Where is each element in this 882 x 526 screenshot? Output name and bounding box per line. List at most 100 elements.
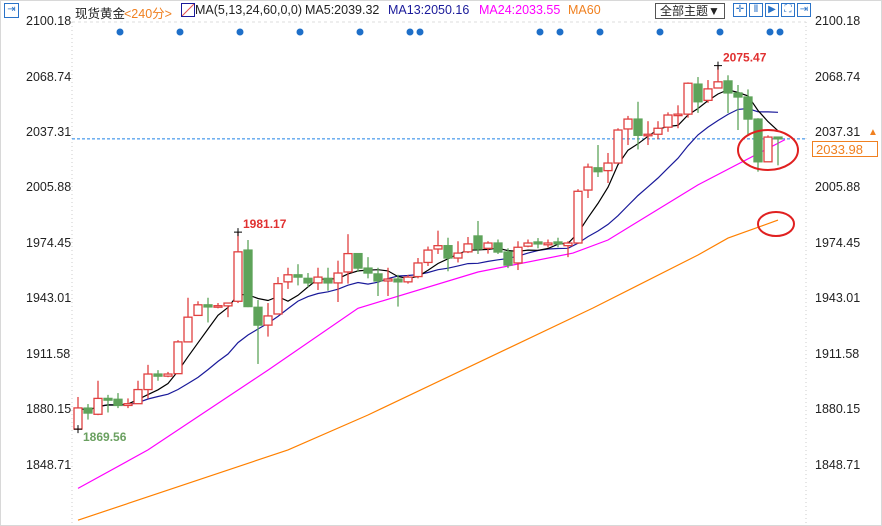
candle: [483, 241, 493, 254]
fullscreen-icon[interactable]: ⛶: [781, 3, 795, 17]
candle: [773, 136, 783, 166]
candle: [383, 267, 393, 296]
candle: [703, 80, 713, 103]
candle: [393, 274, 403, 307]
left-y-tick-label: 1943.01: [26, 291, 72, 306]
candle: [733, 84, 743, 131]
signal-dots: [116, 28, 784, 36]
candle: [323, 267, 333, 291]
candle: [193, 301, 203, 317]
candle: [313, 267, 323, 290]
left-y-tick-label: 1911.58: [26, 346, 71, 361]
candle-body: [263, 315, 273, 326]
candle-body: [673, 113, 683, 117]
candle-body: [283, 274, 293, 283]
candle-body: [273, 282, 283, 315]
signal-dot: [416, 28, 424, 36]
candle: [723, 75, 733, 114]
candle: [763, 135, 773, 163]
candle-body: [103, 397, 113, 401]
candle: [613, 128, 623, 164]
candle-body: [503, 251, 513, 266]
candle: [403, 274, 413, 284]
candle-body: [443, 245, 453, 259]
candle: [523, 239, 533, 248]
candle: [463, 237, 473, 254]
extreme-price-label: 1869.56: [83, 430, 127, 444]
candle: [663, 112, 673, 132]
theme-dropdown[interactable]: 全部主题▼: [655, 3, 725, 19]
candle-body: [93, 397, 103, 415]
price-arrow-icon: ▲: [868, 127, 878, 138]
indicator-name[interactable]: MA(5,13,24,60,0,0): [195, 3, 303, 17]
signal-dot: [356, 28, 364, 36]
candle: [573, 189, 583, 244]
right-y-tick-label: 1974.45: [815, 235, 861, 250]
signal-dot: [176, 28, 184, 36]
candle: [153, 370, 163, 381]
candle-body: [423, 249, 433, 264]
candles: [73, 65, 783, 430]
candle-body: [83, 407, 93, 414]
candle: [243, 240, 253, 308]
candle-body: [233, 251, 243, 302]
right-y-tick-label: 1911.58: [815, 346, 860, 361]
candle-body: [203, 304, 213, 308]
fit-range-icon[interactable]: Ⅱ: [749, 3, 763, 17]
right-y-tick-label: 1848.71: [815, 457, 861, 472]
candle-body: [363, 267, 373, 274]
candle: [643, 121, 653, 146]
candle: [623, 115, 633, 146]
candle-body: [723, 80, 733, 94]
candle-body: [433, 245, 443, 250]
candle: [473, 220, 483, 254]
candle: [113, 393, 123, 409]
play-icon[interactable]: ▶: [765, 3, 779, 17]
candle-body: [493, 242, 503, 253]
ma13-line: [77, 107, 779, 412]
candle: [443, 237, 453, 272]
candle-body: [293, 274, 303, 278]
candle: [513, 241, 523, 271]
candle: [653, 121, 663, 140]
right-y-tick-label: 2100.18: [815, 14, 861, 28]
exit-icon[interactable]: ⇥: [797, 3, 811, 17]
ma5-value: MA5:2039.32: [305, 3, 380, 17]
extreme-marker: [234, 228, 242, 237]
candle-body: [643, 133, 653, 137]
candle: [633, 101, 643, 150]
candle: [173, 340, 183, 375]
candle: [543, 239, 553, 248]
candle-body: [133, 388, 143, 405]
left-y-tick-label: 1848.71: [26, 457, 72, 472]
period-selector[interactable]: <240分>: [124, 7, 172, 21]
indicator-icon[interactable]: [181, 3, 195, 17]
candle-body: [613, 129, 623, 164]
left-y-tick-label: 1974.45: [26, 235, 72, 250]
candle: [453, 241, 463, 263]
candle-body: [153, 373, 163, 377]
extreme-price-label: 1981.17: [243, 217, 287, 231]
candle: [133, 380, 143, 405]
candle: [163, 371, 173, 378]
candle-body: [743, 96, 753, 120]
exit-panel-icon[interactable]: ⇥: [4, 3, 19, 18]
candle: [743, 89, 753, 136]
candle-body: [653, 127, 663, 135]
ma-lines: [77, 89, 786, 521]
candle-body: [573, 190, 583, 244]
candle: [123, 398, 133, 409]
candle: [753, 118, 763, 172]
candle-body: [223, 302, 233, 307]
signal-dot: [596, 28, 604, 36]
candle-body: [523, 242, 533, 247]
candle: [203, 297, 213, 323]
ma24-value: MA24:2033.55: [479, 3, 561, 17]
candle-body: [193, 304, 203, 317]
candle-body: [543, 242, 553, 246]
candle-body: [213, 305, 223, 308]
candle: [293, 264, 303, 286]
crosshair-icon[interactable]: ✛: [733, 3, 747, 17]
candle-body: [163, 373, 173, 377]
